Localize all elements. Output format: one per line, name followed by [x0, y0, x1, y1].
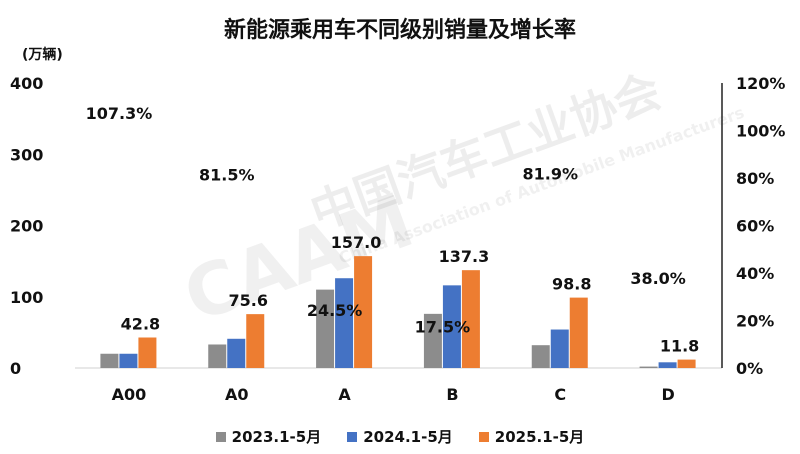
bar-A-2	[354, 256, 373, 368]
growth-rate-label: 107.3%	[86, 104, 153, 123]
y2-tick-label: 20%	[736, 312, 774, 331]
y-tick-label: 300	[10, 145, 43, 164]
y2-tick-label: 0%	[736, 359, 763, 378]
legend-item-2023: 2023.1-5月	[215, 426, 322, 447]
growth-rate-label: 17.5%	[415, 317, 471, 336]
bar-A00-1	[119, 353, 138, 368]
y-tick-label: 400	[10, 74, 43, 93]
growth-rate-label: 24.5%	[307, 301, 363, 320]
legend-label-2023: 2023.1-5月	[231, 428, 322, 446]
bar-C-1	[550, 329, 569, 368]
bar-B-2	[461, 270, 480, 368]
growth-rate-label: 81.9%	[522, 164, 578, 183]
growth-rate-label: 38.0%	[630, 269, 686, 288]
bar-D-0	[639, 366, 658, 368]
bar-C-0	[531, 345, 550, 368]
legend: 2023.1-5月 2024.1-5月 2025.1-5月	[0, 426, 800, 447]
y2-tick-label: 120%	[736, 74, 785, 93]
legend-swatch-2024	[347, 431, 358, 442]
x-tick-label: A00	[112, 385, 147, 404]
bar-A0-2	[246, 314, 265, 368]
legend-label-2024: 2024.1-5月	[363, 428, 453, 446]
x-tick-label: B	[446, 385, 458, 404]
legend-label-2025: 2025.1-5月	[494, 428, 585, 446]
bar-A-0	[316, 289, 335, 368]
y2-tick-label: 60%	[736, 217, 774, 236]
bar-B-1	[442, 285, 461, 368]
data-label: 42.8	[121, 315, 160, 334]
bar-D-1	[658, 362, 677, 368]
bar-C-2	[569, 297, 588, 368]
bar-B-0	[423, 313, 442, 368]
x-tick-label: C	[554, 385, 566, 404]
x-tick-label: A0	[225, 385, 249, 404]
legend-swatch-2025	[478, 431, 489, 442]
y-axis-unit: (万辆)	[22, 47, 63, 63]
data-label: 75.6	[229, 291, 268, 310]
data-label: 98.8	[552, 275, 591, 294]
bar-A0-1	[227, 338, 246, 368]
data-label: 157.0	[331, 233, 382, 252]
x-tick-label: D	[661, 385, 674, 404]
bar-A00-0	[100, 353, 119, 368]
x-tick-label: A	[338, 385, 351, 404]
bar-A-1	[335, 278, 354, 368]
y-tick-label: 100	[10, 288, 43, 307]
data-label: 137.3	[439, 247, 490, 266]
legend-item-2024: 2024.1-5月	[347, 426, 453, 447]
legend-item-2025: 2025.1-5月	[478, 426, 585, 447]
y-tick-label: 200	[10, 217, 43, 236]
y-tick-label: 0	[10, 359, 21, 378]
y2-tick-label: 80%	[736, 169, 774, 188]
legend-swatch-2023	[215, 431, 226, 442]
y2-tick-label: 40%	[736, 264, 774, 283]
growth-rate-label: 81.5%	[199, 165, 255, 184]
chart-title: 新能源乘用车不同级别销量及增长率	[223, 18, 576, 43]
data-label: 11.8	[660, 337, 699, 356]
y2-tick-label: 100%	[736, 122, 785, 141]
bar-A0-0	[208, 344, 227, 368]
bar-D-2	[677, 359, 696, 368]
bar-A00-2	[138, 337, 157, 368]
